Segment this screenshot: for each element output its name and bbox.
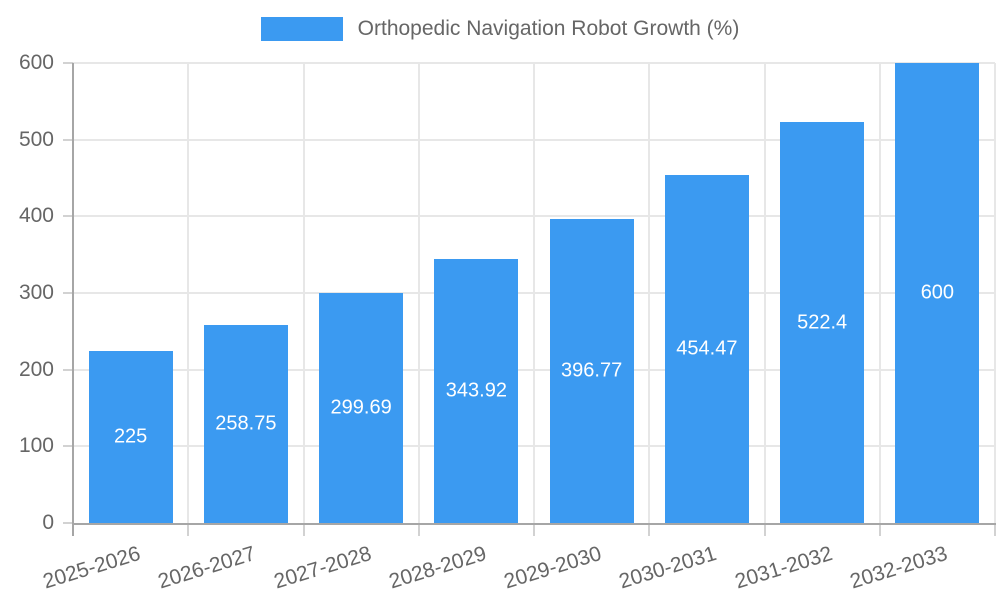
x-axis-line (72, 523, 996, 525)
x-axis-tick-label: 2026-2027 (155, 542, 259, 594)
x-tick-mark-7 (878, 523, 881, 536)
y-axis-line (72, 63, 74, 525)
bar-2027-2028[interactable] (319, 293, 404, 523)
y-axis-tick-label: 200 (18, 357, 54, 381)
y-axis-tick-label: 0 (42, 511, 54, 534)
gridline-v-8 (994, 63, 996, 523)
bar-2026-2027[interactable] (203, 324, 288, 523)
x-axis-tick-label: 2027-2028 (271, 542, 374, 594)
y-tick-mark-400 (63, 215, 73, 218)
y-tick-mark-100 (63, 445, 73, 448)
x-axis-tick-label: 2032-2033 (847, 542, 951, 594)
bar-2030-2031[interactable] (664, 174, 749, 523)
y-axis-tick-label: 300 (18, 281, 54, 304)
bar-2025-2026[interactable] (88, 350, 173, 523)
x-axis-tick-label: 2025-2026 (40, 542, 144, 594)
x-tick-mark-4 (533, 523, 535, 536)
bar-value-label: 343.92 (445, 379, 507, 402)
bar-value-label: 522.4 (797, 311, 848, 334)
y-tick-mark-0 (63, 522, 73, 524)
bar-value-label: 258.75 (215, 412, 277, 435)
x-tick-mark-1 (187, 523, 190, 536)
bar-value-label: 225 (113, 425, 148, 448)
gridline-v-6 (763, 63, 766, 523)
x-tick-mark-0 (72, 523, 74, 536)
bar-value-label: 396.77 (561, 359, 623, 382)
x-axis-tick-label: 2031-2032 (732, 542, 835, 594)
chart-legend[interactable]: Orthopedic Navigation Robot Growth (%) (0, 17, 1000, 41)
bar-2029-2030[interactable] (549, 218, 634, 523)
x-axis-tick-label: 2029-2030 (501, 542, 605, 594)
gridline-v-1 (187, 63, 190, 523)
gridline-v-4 (533, 63, 535, 523)
x-tick-mark-3 (417, 523, 420, 536)
bar-2032-2033[interactable] (895, 63, 980, 523)
bar-value-label: 454.47 (676, 337, 738, 360)
bar-2031-2032[interactable] (780, 122, 865, 523)
bar-2028-2029[interactable] (434, 259, 519, 523)
x-tick-mark-5 (648, 523, 651, 536)
y-axis-tick-label: 400 (18, 204, 54, 228)
x-axis-tick-label: 2028-2029 (386, 542, 490, 594)
gridline-v-3 (417, 63, 420, 523)
y-axis-tick-label: 100 (18, 434, 54, 458)
y-axis-tick-label: 600 (18, 51, 54, 74)
gridline-v-5 (648, 63, 651, 523)
gridline-v-2 (302, 63, 305, 523)
y-tick-mark-500 (63, 138, 73, 141)
y-tick-mark-200 (63, 368, 73, 371)
x-tick-mark-8 (994, 523, 996, 536)
gridline-v-7 (878, 63, 881, 523)
legend-label: Orthopedic Navigation Robot Growth (%) (357, 17, 740, 41)
y-tick-mark-600 (63, 62, 73, 64)
y-axis-tick-label: 500 (18, 127, 54, 151)
x-axis-tick-label: 2030-2031 (616, 542, 720, 594)
y-tick-mark-300 (63, 292, 73, 294)
legend-swatch (260, 17, 343, 41)
x-tick-mark-2 (302, 523, 305, 536)
bar-value-label: 600 (920, 281, 955, 304)
x-tick-mark-6 (763, 523, 766, 536)
bar-value-label: 299.69 (330, 396, 392, 419)
